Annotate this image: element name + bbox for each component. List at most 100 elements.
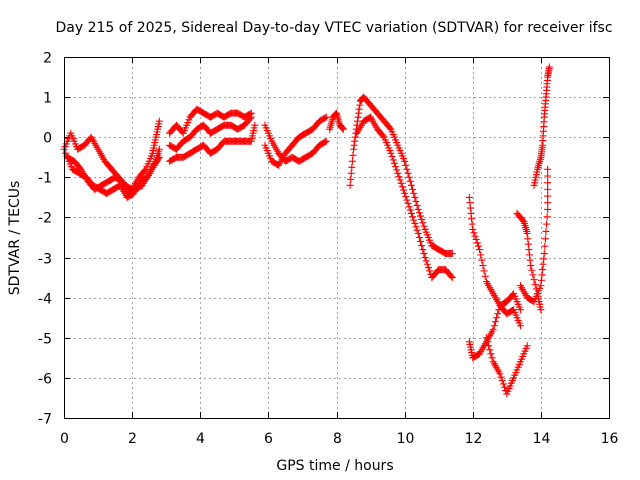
x-tick-label: 8 xyxy=(333,431,342,447)
data-point xyxy=(388,153,396,161)
data-point xyxy=(338,124,346,132)
data-point xyxy=(544,185,552,193)
data-point xyxy=(155,153,163,161)
data-point xyxy=(523,229,531,237)
data-point xyxy=(542,227,550,235)
data-point xyxy=(415,234,423,241)
data-point xyxy=(407,209,415,217)
data-point xyxy=(354,117,362,125)
data-point xyxy=(540,250,548,258)
data-point xyxy=(526,256,534,264)
data-point xyxy=(501,383,509,391)
data-point xyxy=(482,334,490,342)
y-tick-label: 0 xyxy=(43,131,52,147)
x-tick-label: 12 xyxy=(465,431,483,447)
data-point xyxy=(497,373,505,381)
data-point xyxy=(246,115,254,123)
data-point xyxy=(544,192,552,200)
data-point xyxy=(530,276,538,284)
data-point xyxy=(411,219,419,227)
data-point xyxy=(491,318,499,326)
data-point xyxy=(544,205,552,213)
data-point xyxy=(486,346,494,354)
data-point xyxy=(523,342,531,350)
data-point xyxy=(404,169,412,177)
y-tick-label: -5 xyxy=(38,332,52,348)
data-point xyxy=(346,181,354,189)
y-tick-label: -4 xyxy=(38,292,52,308)
data-point xyxy=(490,322,498,330)
data-point xyxy=(423,260,431,268)
data-point xyxy=(393,166,401,174)
data-point xyxy=(478,256,486,264)
data-point xyxy=(155,145,163,153)
data-point xyxy=(155,117,163,125)
data-point xyxy=(488,354,496,362)
data-point xyxy=(466,199,474,207)
x-tick-label: 14 xyxy=(533,431,551,447)
data-point xyxy=(496,370,504,378)
data-point xyxy=(347,169,355,177)
data-point xyxy=(322,137,330,145)
x-tick-label: 6 xyxy=(264,431,273,447)
data-point xyxy=(480,267,488,275)
data-point xyxy=(489,326,497,334)
data-point xyxy=(538,271,546,279)
data-point xyxy=(155,155,163,163)
data-point xyxy=(529,271,537,279)
data-point xyxy=(493,314,501,322)
data-point xyxy=(350,145,358,153)
data-point xyxy=(477,251,485,259)
data-point xyxy=(540,255,548,263)
data-point xyxy=(422,257,430,265)
y-tick-label: -7 xyxy=(38,412,52,428)
data-point xyxy=(545,63,553,71)
data-point xyxy=(348,157,356,165)
data-point xyxy=(418,215,426,223)
data-point xyxy=(348,163,356,171)
data-point xyxy=(355,109,363,117)
chart-title: Day 215 of 2025, Sidereal Day-to-day VTE… xyxy=(55,20,612,36)
data-point xyxy=(347,175,355,183)
data-point xyxy=(395,173,403,181)
data-point xyxy=(541,242,549,250)
data-point xyxy=(349,151,357,159)
data-point xyxy=(448,250,456,258)
data-point xyxy=(526,251,534,259)
data-point xyxy=(409,185,417,193)
data-point xyxy=(379,132,387,140)
x-tick-label: 16 xyxy=(601,431,619,447)
data-point xyxy=(251,121,259,129)
data-point xyxy=(539,266,547,274)
data-points-layer xyxy=(60,63,553,398)
data-point xyxy=(544,172,552,180)
data-point xyxy=(396,176,404,184)
data-point xyxy=(544,199,552,207)
data-point xyxy=(389,156,397,164)
data-point xyxy=(544,179,552,187)
data-point xyxy=(467,209,475,217)
data-point xyxy=(332,110,340,118)
data-point xyxy=(468,220,476,228)
data-point xyxy=(350,141,358,149)
y-tick-label: -2 xyxy=(38,211,52,227)
data-point xyxy=(419,246,427,254)
data-point xyxy=(531,280,539,288)
x-axis-label: GPS time / hours xyxy=(276,458,393,474)
data-point xyxy=(537,276,545,284)
data-point xyxy=(484,338,492,346)
y-axis-label: SDTVAR / TECUs xyxy=(7,181,23,296)
x-tick-label: 2 xyxy=(128,431,137,447)
data-point xyxy=(403,196,411,204)
data-point xyxy=(355,105,363,113)
data-point xyxy=(397,179,405,187)
tick-layer xyxy=(64,57,610,419)
y-tick-label: 1 xyxy=(43,91,52,107)
data-point xyxy=(409,213,417,221)
data-point xyxy=(481,272,489,280)
data-point xyxy=(472,236,480,244)
data-point xyxy=(339,125,347,133)
data-point xyxy=(448,274,456,282)
